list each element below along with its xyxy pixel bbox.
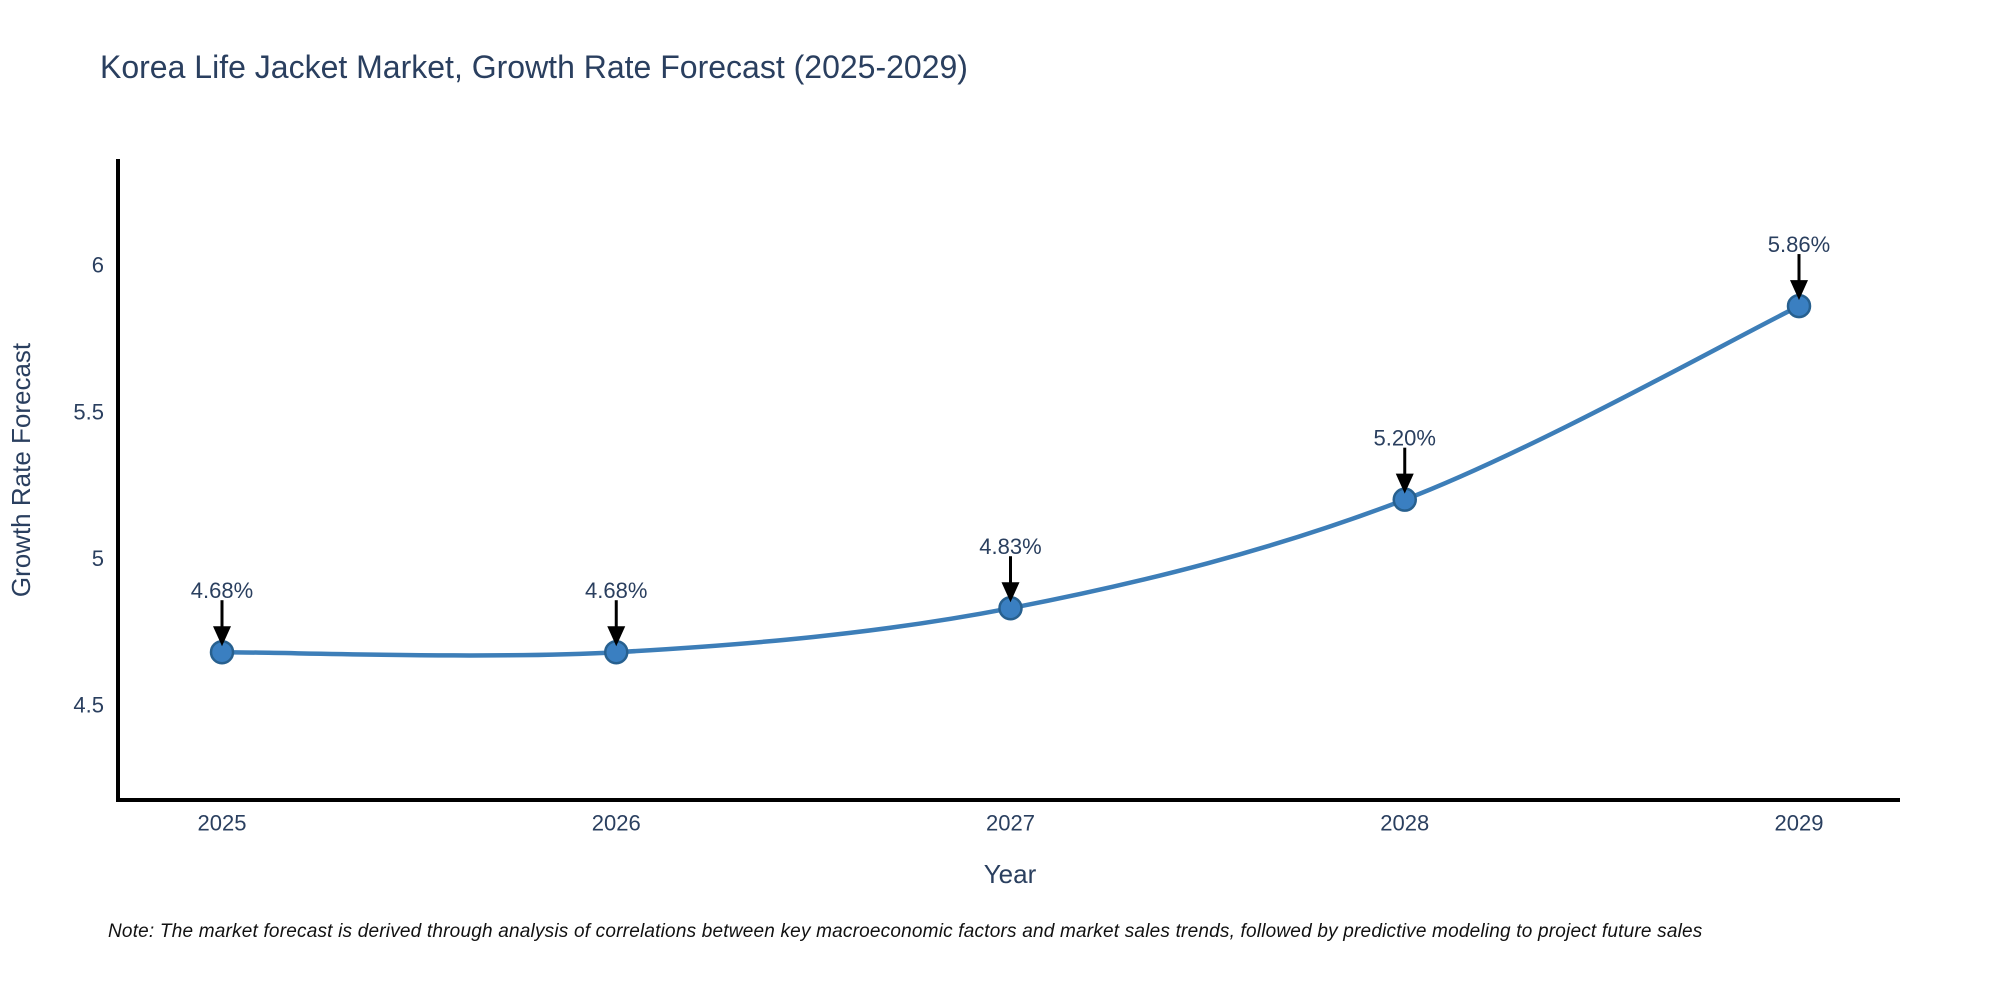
y-tick-labels: 4.5 5 5.5 6 [73, 253, 104, 718]
x-tick-label: 2026 [592, 811, 641, 836]
point-value-label: 5.86% [1768, 232, 1830, 257]
annotation-arrowhead [607, 626, 626, 647]
y-tick-label: 6 [92, 253, 104, 278]
point-value-label: 5.20% [1374, 425, 1436, 450]
point-value-label: 4.68% [191, 578, 253, 603]
point-value-label: 4.83% [979, 534, 1041, 559]
chart-title: Korea Life Jacket Market, Growth Rate Fo… [100, 49, 968, 85]
x-tick-labels: 2025 2026 2027 2028 2029 [198, 811, 1824, 836]
x-tick-label: 2028 [1380, 811, 1429, 836]
y-tick-label: 5.5 [73, 399, 104, 424]
y-tick-label: 5 [92, 546, 104, 571]
annotation-arrowhead [213, 626, 231, 647]
x-tick-label: 2029 [1775, 811, 1824, 836]
point-value-label: 4.68% [585, 578, 647, 603]
data-points-group [209, 293, 1812, 665]
annotation-arrowhead [1395, 473, 1414, 494]
annotation-arrowhead [1001, 582, 1020, 603]
y-tick-label: 4.5 [73, 693, 104, 718]
x-tick-label: 2027 [986, 811, 1035, 836]
x-axis-title: Year [984, 859, 1037, 889]
annotation-arrowhead [1790, 280, 1808, 301]
footnote: Note: The market forecast is derived thr… [108, 921, 1703, 942]
annotations-group: 4.68% 4.68% 4.83% 5.20% 5.86% [191, 232, 1830, 647]
y-axis-title: Growth Rate Forecast [6, 342, 36, 597]
x-tick-label: 2025 [198, 811, 247, 836]
